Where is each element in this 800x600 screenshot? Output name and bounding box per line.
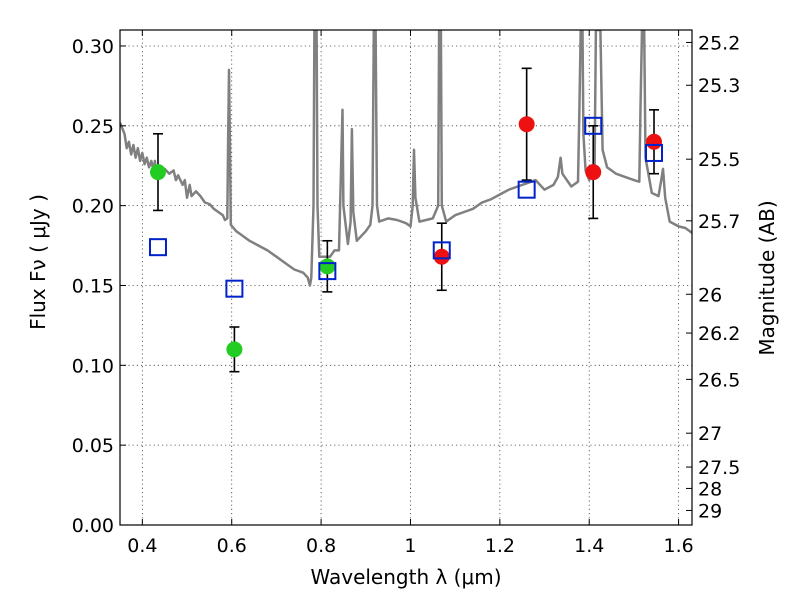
y2-axis-label: Magnitude (AB) — [755, 200, 779, 355]
y-tick-label: 0.05 — [72, 435, 114, 457]
y2-tick-label: 26.2 — [698, 323, 740, 345]
y2-tick-label: 27 — [698, 423, 722, 445]
y-tick-label: 0.10 — [72, 355, 114, 377]
y2-tick-label: 25.7 — [698, 211, 740, 233]
model-square-point — [148, 238, 167, 257]
plot-frame — [119, 29, 693, 526]
y2-tick-label: 27.5 — [698, 457, 740, 479]
y-tick-label: 0.25 — [72, 116, 114, 138]
x-tick-label: 0.6 — [217, 535, 247, 557]
y2-tick-label: 26 — [698, 284, 722, 306]
x-tick-label: 1 — [404, 535, 416, 557]
spectrum-line — [120, 30, 692, 287]
axis-ticks: 0.4 0.6 0.8 1 1.2 1.4 1.6 0.00 0.05 0.10 0.15 0.20 0… — [72, 30, 740, 557]
model-square-point — [517, 180, 536, 199]
model-square-point — [645, 143, 664, 162]
photometry-point — [585, 164, 602, 181]
y2-tick-label: 25.2 — [698, 32, 740, 54]
photometry-point — [433, 248, 450, 265]
model-spectrum — [120, 30, 692, 287]
x-tick-label: 0.4 — [127, 535, 157, 557]
x-tick-label: 1.4 — [574, 535, 604, 557]
y2-tick-label: 25.5 — [698, 149, 740, 171]
x-tick-label: 1.2 — [485, 535, 515, 557]
photometry-point — [518, 116, 535, 133]
y-tick-label: 0.00 — [72, 515, 114, 537]
photometry-point — [319, 258, 336, 275]
model-square-point — [584, 116, 603, 135]
y2-tick-label: 25.3 — [698, 75, 740, 97]
grid — [120, 30, 692, 526]
y2-tick-label: 29 — [698, 500, 722, 522]
y-tick-label: 0.30 — [72, 36, 114, 58]
x-axis-label: Wavelength λ (μm) — [310, 565, 501, 589]
photometry-point — [226, 341, 243, 358]
data-points — [148, 67, 664, 373]
y2-tick-label: 28 — [698, 478, 722, 500]
model-square-point — [318, 262, 337, 281]
y-axis-label: Flux Fν ( μJy ) — [26, 194, 50, 330]
y2-tick-label: 26.5 — [698, 369, 740, 391]
model-square-point — [225, 279, 244, 298]
photometry-point — [646, 133, 663, 150]
y-tick-label: 0.15 — [72, 275, 114, 297]
y-tick-label: 0.20 — [72, 196, 114, 218]
x-tick-label: 0.8 — [306, 535, 336, 557]
photometry-point — [149, 164, 166, 181]
x-tick-label: 1.6 — [663, 535, 693, 557]
model-square-point — [432, 241, 451, 260]
